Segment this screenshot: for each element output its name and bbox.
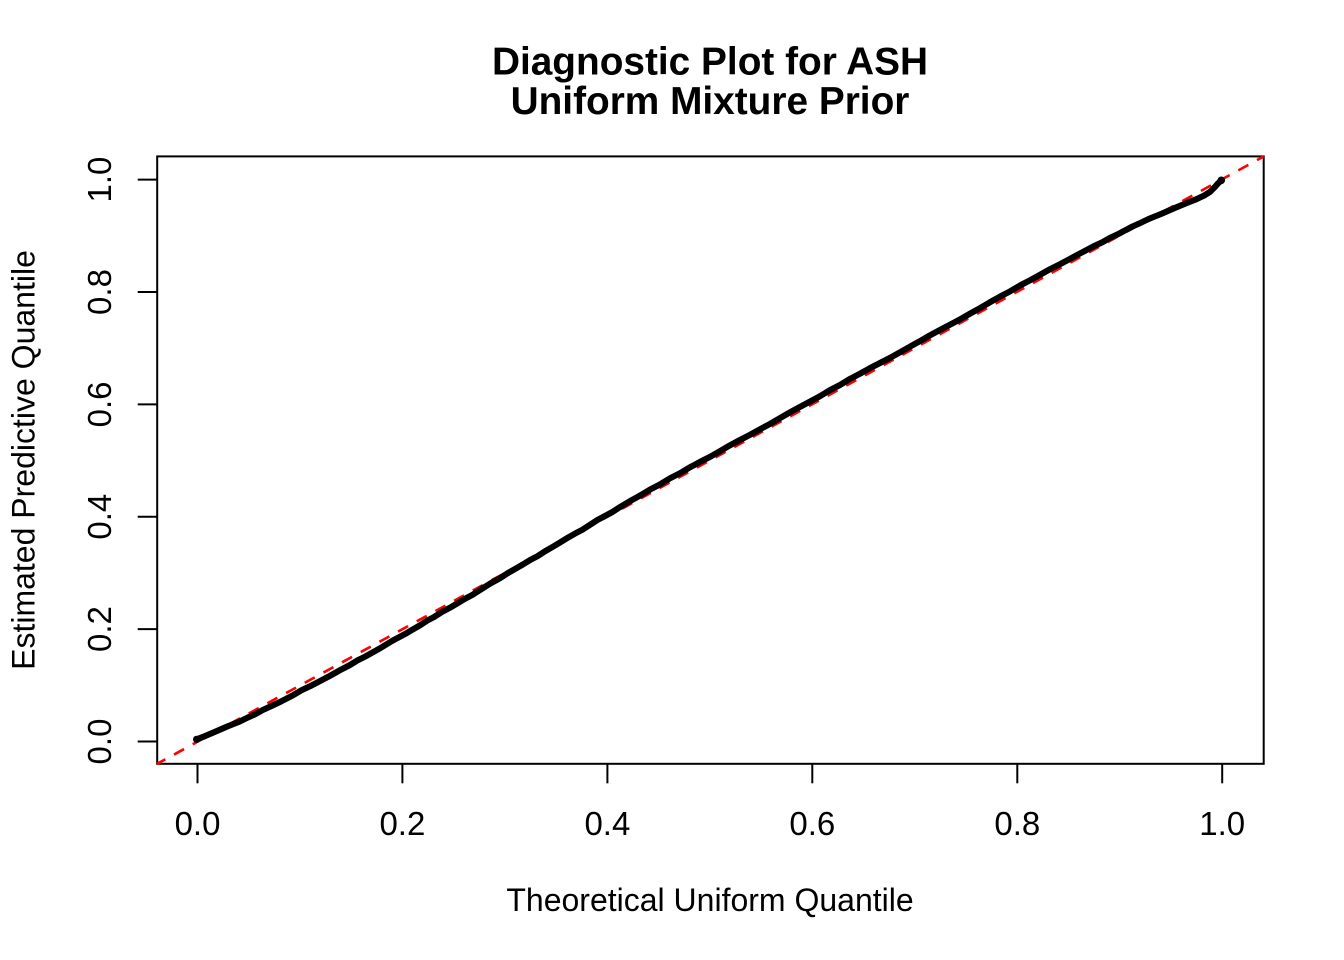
svg-text:0.4: 0.4 — [584, 805, 630, 842]
svg-text:Theoretical Uniform Quantile: Theoretical Uniform Quantile — [506, 882, 913, 918]
svg-text:0.4: 0.4 — [81, 494, 118, 540]
svg-text:1.0: 1.0 — [1199, 805, 1245, 842]
svg-text:0.0: 0.0 — [175, 805, 221, 842]
svg-text:0.8: 0.8 — [81, 269, 118, 315]
svg-text:0.6: 0.6 — [789, 805, 835, 842]
svg-text:0.2: 0.2 — [379, 805, 425, 842]
svg-text:Uniform Mixture Prior: Uniform Mixture Prior — [511, 80, 910, 123]
svg-text:0.6: 0.6 — [81, 381, 118, 427]
svg-text:0.0: 0.0 — [81, 719, 118, 765]
svg-text:0.8: 0.8 — [994, 805, 1040, 842]
svg-text:Estimated Predictive Quantile: Estimated Predictive Quantile — [6, 250, 42, 670]
svg-text:Diagnostic Plot for ASH: Diagnostic Plot for ASH — [492, 41, 928, 84]
svg-text:1.0: 1.0 — [81, 157, 118, 203]
svg-text:0.2: 0.2 — [81, 606, 118, 652]
